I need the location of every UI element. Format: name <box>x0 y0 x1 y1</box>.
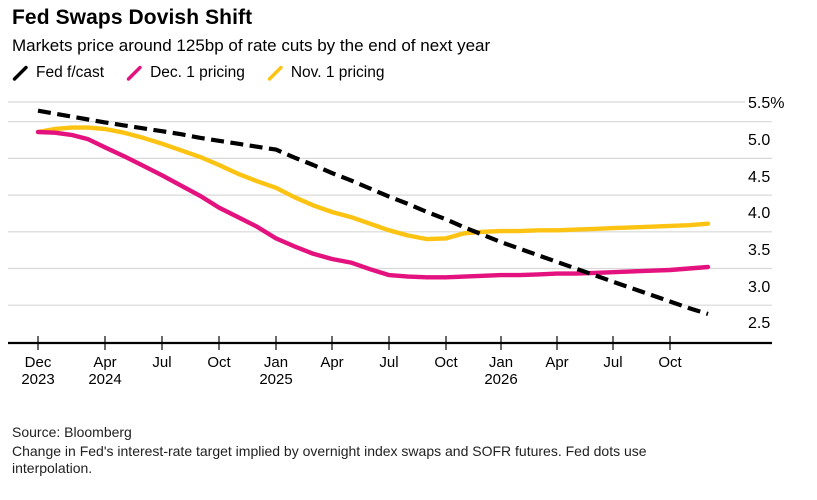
legend-label: Fed f/cast <box>36 64 105 81</box>
x-axis-year: 2025 <box>259 371 293 388</box>
y-axis-label: 4.5 <box>748 168 771 186</box>
chart-subtitle: Markets price around 125bp of rate cuts … <box>12 36 491 55</box>
y-axis-label: 5.0 <box>748 131 771 149</box>
series-line-fed-f-cast <box>37 108 709 317</box>
x-axis-month: Jan <box>263 354 289 371</box>
x-axis-month: Jul <box>379 354 399 371</box>
x-axis-label: Dec 2023 <box>21 354 54 388</box>
x-axis-year: 2024 <box>88 371 122 388</box>
legend-item-nov-1-pricing: Nov. 1 pricing <box>267 64 385 82</box>
x-axis-month: Oct <box>434 354 458 371</box>
x-axis-label: Apr 2024 <box>88 354 121 388</box>
x-axis-label: Jul <box>603 354 622 371</box>
x-axis-label: Oct <box>434 354 457 371</box>
x-axis-month: Apr <box>320 354 344 371</box>
legend-item-dec-1-pricing: Dec. 1 pricing <box>126 64 245 82</box>
x-axis-month: Apr <box>545 354 569 371</box>
y-axis-label: 5.5% <box>748 95 785 113</box>
chart-legend: Fed f/cast Dec. 1 pricing Nov. 1 pricing <box>12 64 384 82</box>
x-axis-month: Oct <box>658 354 682 371</box>
x-axis-label: Oct <box>207 354 230 371</box>
x-axis-label: Apr <box>320 354 343 371</box>
x-axis-label: Jul <box>379 354 398 371</box>
legend-slash-icon <box>267 65 283 81</box>
x-axis-month: Jul <box>603 354 623 371</box>
series-line-nov-1-pricing <box>35 125 711 242</box>
x-axis-month: Jul <box>152 354 172 371</box>
x-axis-label: Jan 2026 <box>484 354 517 388</box>
y-axis-label: 2.5 <box>748 315 771 333</box>
x-axis-month: Jan <box>488 354 514 371</box>
x-axis-label: Apr <box>545 354 568 371</box>
footnote-line-2: interpolation. <box>12 460 93 476</box>
x-axis-month: Dec <box>24 354 52 371</box>
legend-item-fed-f-cast: Fed f/cast <box>12 64 104 82</box>
series-line-dec-1-pricing <box>35 129 711 280</box>
x-axis-month: Oct <box>207 354 231 371</box>
y-axis-label: 3.5 <box>748 242 771 259</box>
x-axis-year: 2026 <box>484 371 518 388</box>
footnote-line-1: Change in Fed's interest-rate target imp… <box>12 443 647 459</box>
legend-slash-icon <box>12 65 28 81</box>
y-axis-label: 3.0 <box>748 278 771 296</box>
y-axis-label: 4.0 <box>748 205 771 223</box>
x-axis-label: Jan 2025 <box>259 354 292 388</box>
source-text: Source: Bloomberg <box>12 424 132 440</box>
x-axis-label: Jul <box>152 354 171 371</box>
legend-label: Dec. 1 pricing <box>150 64 245 81</box>
legend-label: Nov. 1 pricing <box>290 64 385 81</box>
x-axis-label: Oct <box>658 354 681 371</box>
x-axis-month: Apr <box>93 354 117 371</box>
legend-slash-icon <box>126 65 142 81</box>
x-axis-year: 2023 <box>21 371 55 388</box>
page-title: Fed Swaps Dovish Shift <box>12 6 253 29</box>
